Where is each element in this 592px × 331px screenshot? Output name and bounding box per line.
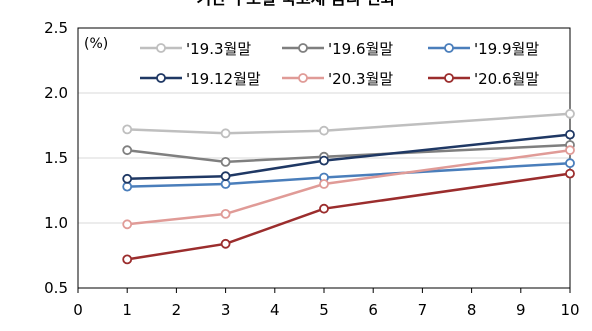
legend-entry: '20.6월말 <box>428 70 539 88</box>
x-tick-label: 10 <box>560 301 579 319</box>
legend: '19.3월말 '19.6월말 '19.9월말 '19.12월말 '20.3월말 '20.… <box>140 40 539 88</box>
data-point <box>220 208 231 219</box>
data-point <box>319 155 329 166</box>
legend-entry: '19.3월말 <box>140 40 251 58</box>
data-point <box>319 179 329 189</box>
series-1 <box>122 108 575 139</box>
unit-label: (%) <box>84 36 108 52</box>
legend-entry: '19.6월말 <box>282 40 393 58</box>
legend-label: '20.6월말 <box>474 70 539 88</box>
data-point <box>220 171 231 182</box>
series-4 <box>122 129 575 184</box>
series-layer <box>122 108 575 265</box>
x-tick-label: 8 <box>467 301 477 319</box>
data-point <box>122 124 133 135</box>
data-point <box>565 129 575 140</box>
series-line <box>127 143 571 164</box>
data-point <box>122 145 133 156</box>
data-point <box>220 128 231 139</box>
data-point <box>220 179 231 189</box>
legend-label: '19.12월말 <box>186 70 261 88</box>
data-point <box>220 156 231 167</box>
x-axis-ticks: 0 1 2 3 4 5 6 7 8 9 10 <box>73 288 580 319</box>
y-axis-ticks: 0.5 1.0 1.5 2.0 2.5 <box>44 19 68 297</box>
legend-label: '19.9월말 <box>474 40 539 58</box>
legend-label: '20.3월말 <box>328 70 393 88</box>
legend-label: '19.3월말 <box>186 40 251 58</box>
series-line <box>127 172 571 261</box>
legend-entry: '20.3월말 <box>282 70 393 88</box>
x-tick-label: 0 <box>73 301 83 319</box>
data-point <box>319 125 329 136</box>
y-tick-label: 2.0 <box>44 84 68 102</box>
y-tick-label: 2.5 <box>44 19 68 37</box>
data-point <box>122 181 133 192</box>
legend-marker <box>156 73 166 83</box>
data-point <box>565 168 575 179</box>
chart-title: 기간 구조별 국고채 금리 변화 <box>197 0 396 8</box>
data-point <box>565 145 575 156</box>
legend-entry: '19.9월말 <box>428 40 539 58</box>
data-point <box>122 219 133 230</box>
legend-label: '19.6월말 <box>328 40 393 58</box>
series-line <box>127 148 571 226</box>
legend-marker <box>298 43 308 53</box>
legend-marker <box>444 73 454 83</box>
y-tick-label: 0.5 <box>44 279 68 297</box>
x-tick-label: 9 <box>516 301 526 319</box>
x-tick-label: 5 <box>319 301 329 319</box>
series-5 <box>122 145 575 230</box>
series-line <box>127 161 571 188</box>
data-point <box>319 203 329 214</box>
data-point <box>220 238 231 249</box>
data-point <box>122 173 133 184</box>
series-line <box>127 112 571 135</box>
y-tick-label: 1.0 <box>44 214 68 232</box>
data-point <box>565 158 575 169</box>
y-tick-label: 1.5 <box>44 149 68 167</box>
series-line <box>127 133 571 181</box>
data-point <box>565 108 575 119</box>
legend-marker <box>156 43 166 53</box>
legend-marker <box>298 73 308 83</box>
x-tick-label: 3 <box>221 301 231 319</box>
series-6 <box>122 168 575 265</box>
x-tick-label: 2 <box>172 301 182 319</box>
x-tick-label: 6 <box>368 301 378 319</box>
x-tick-label: 1 <box>122 301 132 319</box>
legend-marker <box>444 43 454 53</box>
legend-entry: '19.12월말 <box>140 70 261 88</box>
x-tick-label: 7 <box>418 301 428 319</box>
x-tick-label: 4 <box>270 301 280 319</box>
data-point <box>122 254 133 265</box>
